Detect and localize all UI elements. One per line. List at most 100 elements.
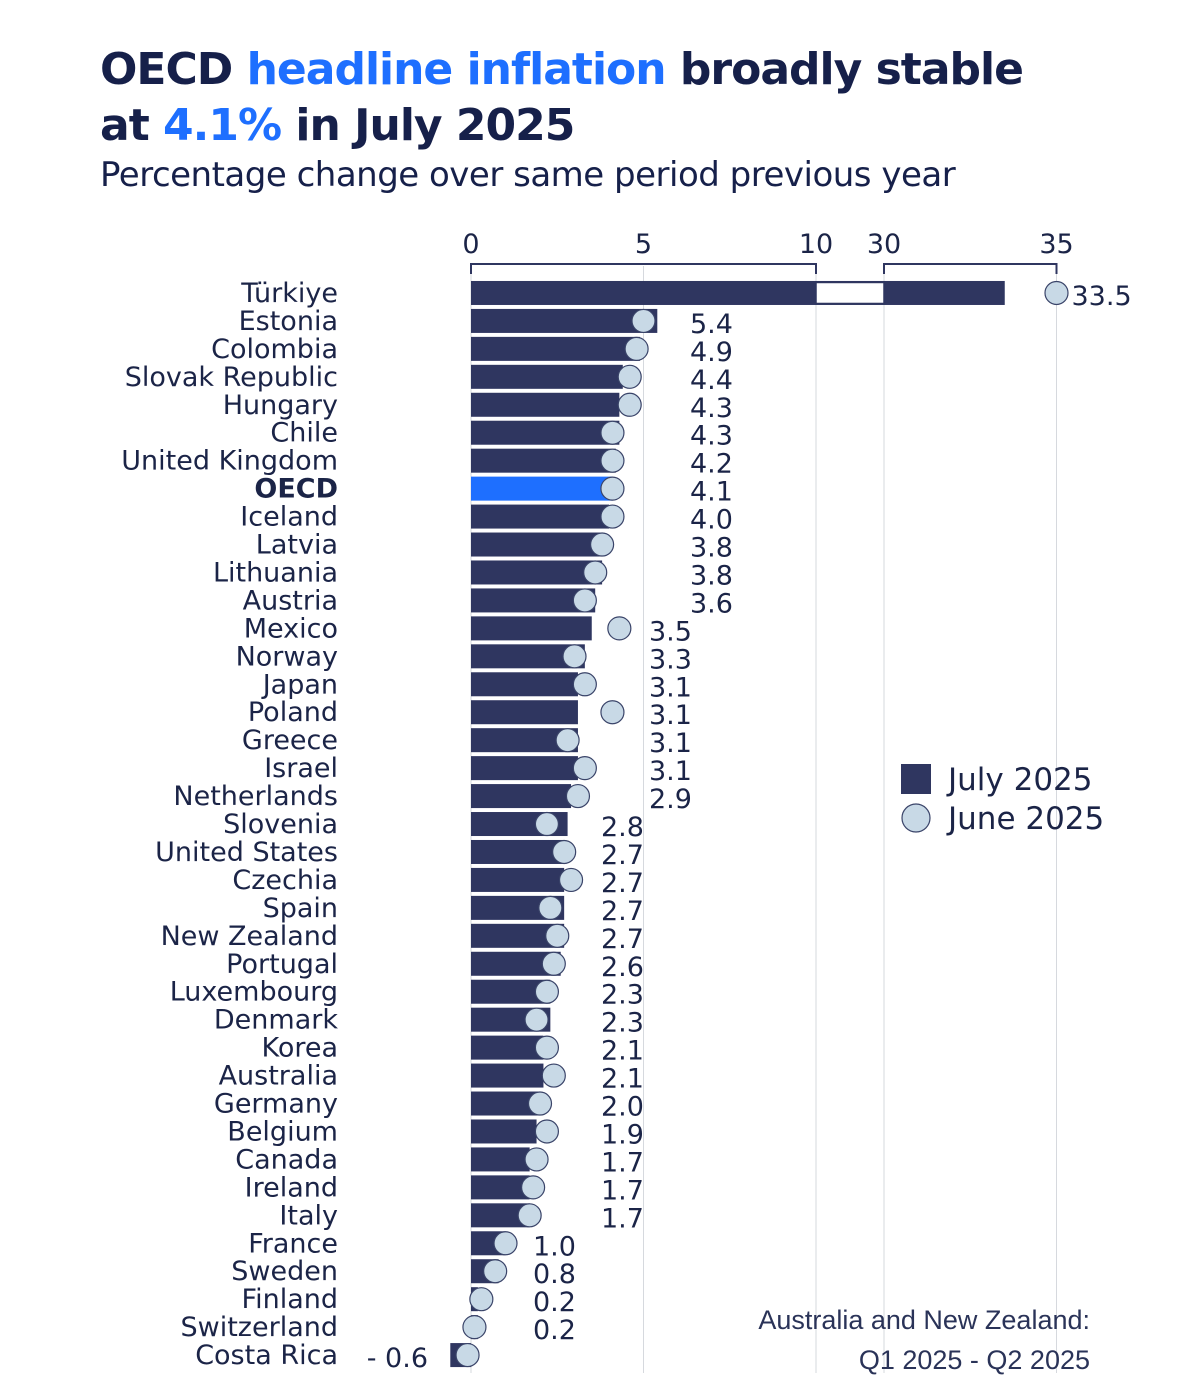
dot-june-netherlands bbox=[565, 783, 591, 809]
data-label: 0.2 bbox=[533, 1315, 576, 1346]
axis-line-high bbox=[883, 263, 1058, 274]
data-label: 1.9 bbox=[601, 1119, 644, 1150]
dot-june-finland bbox=[469, 1287, 494, 1312]
country-label: Belgium bbox=[227, 1116, 338, 1147]
tick-label-35: 35 bbox=[1039, 229, 1073, 260]
data-label: 2.6 bbox=[601, 952, 644, 983]
country-label: Colombia bbox=[211, 334, 338, 365]
dot-june-denmark bbox=[524, 1007, 549, 1032]
country-label: Korea bbox=[261, 1033, 338, 1064]
data-label: 3.1 bbox=[649, 672, 692, 703]
bar-july-colombia bbox=[471, 336, 641, 361]
data-label: 4.9 bbox=[690, 337, 733, 368]
bar-july-lithuania bbox=[471, 560, 603, 585]
dot-june-colombia bbox=[624, 336, 649, 361]
country-label: Norway bbox=[236, 641, 338, 672]
country-label: France bbox=[248, 1228, 338, 1259]
dot-june-norway bbox=[562, 644, 587, 669]
data-label: 0.2 bbox=[533, 1287, 576, 1318]
title-part3: at bbox=[100, 100, 164, 151]
data-label: 3.1 bbox=[649, 728, 692, 759]
dot-june-latvia bbox=[589, 532, 615, 557]
dot-june-oecd bbox=[600, 476, 625, 501]
dot-june-austria bbox=[572, 588, 597, 613]
country-label: Hungary bbox=[223, 390, 338, 421]
country-label: Denmark bbox=[214, 1005, 338, 1036]
legend-label-june: June 2025 bbox=[946, 801, 1104, 837]
data-label: 2.7 bbox=[601, 924, 644, 955]
country-label: Lithuania bbox=[213, 557, 338, 588]
country-label: Australia bbox=[219, 1061, 338, 1092]
dot-june-germany bbox=[527, 1091, 553, 1116]
data-label: 3.8 bbox=[690, 560, 733, 591]
dot-june-slovenia bbox=[534, 811, 560, 837]
tick-label-5: 5 bbox=[635, 229, 652, 260]
data-label: 2.7 bbox=[601, 896, 644, 927]
dot-june-ireland bbox=[520, 1175, 546, 1200]
dot-june-portugal bbox=[541, 951, 566, 976]
bar-july-czechia bbox=[471, 867, 565, 892]
axis-break-gap bbox=[815, 281, 885, 305]
tick-label-0: 0 bbox=[462, 229, 479, 260]
data-label: 3.3 bbox=[649, 644, 692, 675]
bar-july-united-states bbox=[471, 839, 565, 864]
dot-june-belgium bbox=[534, 1119, 560, 1144]
legend-swatch-july bbox=[901, 764, 931, 794]
country-label: Chile bbox=[270, 418, 338, 449]
country-label: Ireland bbox=[245, 1172, 338, 1203]
dot-june-israel bbox=[572, 756, 597, 781]
dot-june-france bbox=[493, 1231, 518, 1256]
dot-june-slovak-republic bbox=[617, 364, 642, 389]
footnote-line-2: Q1 2025 - Q2 2025 bbox=[858, 1345, 1090, 1375]
bar-july-estonia bbox=[471, 308, 658, 333]
country-label: OECD bbox=[254, 474, 338, 505]
country-label: Spain bbox=[263, 893, 338, 924]
dot-june-united-kingdom bbox=[600, 448, 625, 473]
dot-june-costa-rica bbox=[455, 1342, 480, 1368]
bar-july-mexico bbox=[471, 616, 592, 641]
data-label: 2.3 bbox=[601, 1008, 644, 1039]
country-label: Greece bbox=[242, 725, 338, 756]
country-label: Luxembourg bbox=[170, 977, 338, 1008]
bar-july-chile bbox=[471, 420, 620, 445]
country-label: Israel bbox=[264, 753, 338, 784]
country-label: Slovak Republic bbox=[125, 362, 338, 393]
data-label: - 0.6 bbox=[367, 1343, 428, 1374]
title-part4: in July 2025 bbox=[281, 100, 575, 151]
dot-june-czechia bbox=[558, 867, 584, 893]
country-label: Latvia bbox=[256, 530, 338, 561]
tick-label-10: 10 bbox=[799, 229, 833, 260]
data-label: 2.7 bbox=[601, 868, 644, 899]
data-label: 4.0 bbox=[690, 505, 733, 536]
bar-july-latvia bbox=[471, 532, 603, 557]
bar-july-belgium bbox=[471, 1119, 537, 1144]
country-label: United States bbox=[155, 837, 338, 868]
chart-subtitle: Percentage change over same period previ… bbox=[100, 155, 956, 195]
data-label: 5.4 bbox=[690, 309, 733, 340]
bar-july-oecd bbox=[471, 476, 613, 501]
bar-july-poland bbox=[471, 700, 578, 725]
legend-swatch-june bbox=[901, 803, 931, 833]
dot-june-spain bbox=[538, 895, 563, 920]
dot-june-hungary bbox=[617, 392, 642, 417]
data-label: 4.3 bbox=[690, 421, 733, 452]
footnote-line-1: Australia and New Zealand: bbox=[758, 1305, 1090, 1335]
data-label: 2.7 bbox=[601, 840, 644, 871]
dot-june-iceland bbox=[600, 504, 625, 529]
bar-july-canada bbox=[471, 1147, 530, 1172]
footnote: Australia and New Zealand: Q1 2025 - Q2 … bbox=[758, 1300, 1090, 1380]
title-highlight-value: 4.1% bbox=[163, 100, 282, 151]
country-label: Canada bbox=[235, 1144, 338, 1175]
dot-june-mexico bbox=[607, 616, 632, 641]
data-label: 1.7 bbox=[601, 1147, 644, 1178]
data-label: 2.3 bbox=[601, 980, 644, 1011]
data-label: 2.8 bbox=[601, 812, 644, 843]
data-label: 3.1 bbox=[649, 700, 692, 731]
bar-july-slovak-republic bbox=[471, 364, 623, 389]
data-label: 4.1 bbox=[690, 477, 733, 508]
dot-june-korea bbox=[534, 1035, 560, 1060]
data-label: 3.8 bbox=[690, 533, 733, 564]
axis-line-low bbox=[470, 263, 817, 274]
legend-label-july: July 2025 bbox=[946, 762, 1093, 798]
